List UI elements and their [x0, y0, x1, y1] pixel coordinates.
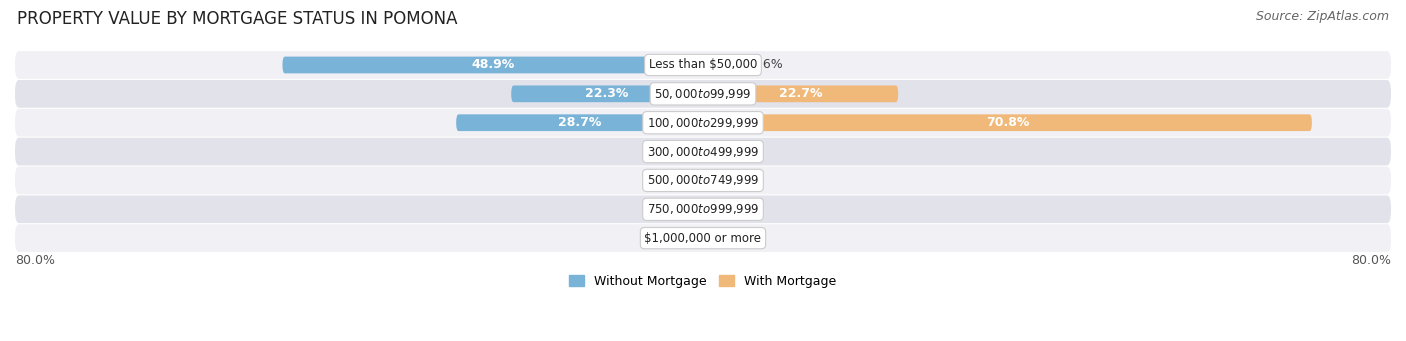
FancyBboxPatch shape	[703, 57, 742, 73]
Text: $300,000 to $499,999: $300,000 to $499,999	[647, 145, 759, 159]
FancyBboxPatch shape	[15, 51, 1391, 79]
Text: 4.6%: 4.6%	[751, 58, 783, 72]
FancyBboxPatch shape	[703, 230, 711, 247]
Text: $750,000 to $999,999: $750,000 to $999,999	[647, 202, 759, 216]
FancyBboxPatch shape	[703, 86, 898, 102]
FancyBboxPatch shape	[15, 224, 1391, 252]
FancyBboxPatch shape	[15, 80, 1391, 108]
Text: 0.93%: 0.93%	[720, 145, 759, 158]
Text: 22.7%: 22.7%	[779, 87, 823, 100]
FancyBboxPatch shape	[703, 114, 1312, 131]
Text: 0.0%: 0.0%	[662, 203, 695, 216]
FancyBboxPatch shape	[15, 109, 1391, 136]
Legend: Without Mortgage, With Mortgage: Without Mortgage, With Mortgage	[564, 270, 842, 293]
Text: Less than $50,000: Less than $50,000	[648, 58, 758, 72]
Text: 70.8%: 70.8%	[986, 116, 1029, 129]
Text: 0.0%: 0.0%	[662, 145, 695, 158]
FancyBboxPatch shape	[703, 143, 711, 160]
Text: 0.0%: 0.0%	[662, 174, 695, 187]
FancyBboxPatch shape	[15, 166, 1391, 194]
FancyBboxPatch shape	[15, 195, 1391, 223]
Text: $1,000,000 or more: $1,000,000 or more	[644, 232, 762, 244]
Text: 0.0%: 0.0%	[711, 174, 744, 187]
Text: $50,000 to $99,999: $50,000 to $99,999	[654, 87, 752, 101]
FancyBboxPatch shape	[283, 57, 703, 73]
Text: 0.0%: 0.0%	[662, 232, 695, 244]
FancyBboxPatch shape	[15, 138, 1391, 165]
Text: $500,000 to $749,999: $500,000 to $749,999	[647, 174, 759, 188]
FancyBboxPatch shape	[456, 114, 703, 131]
Text: PROPERTY VALUE BY MORTGAGE STATUS IN POMONA: PROPERTY VALUE BY MORTGAGE STATUS IN POM…	[17, 10, 457, 28]
Text: 22.3%: 22.3%	[585, 87, 628, 100]
Text: 0.93%: 0.93%	[720, 232, 759, 244]
Text: 80.0%: 80.0%	[1351, 254, 1391, 267]
Text: 28.7%: 28.7%	[558, 116, 602, 129]
Text: $100,000 to $299,999: $100,000 to $299,999	[647, 116, 759, 130]
Text: 48.9%: 48.9%	[471, 58, 515, 72]
Text: 80.0%: 80.0%	[15, 254, 55, 267]
Text: Source: ZipAtlas.com: Source: ZipAtlas.com	[1256, 10, 1389, 23]
FancyBboxPatch shape	[512, 86, 703, 102]
Text: 0.0%: 0.0%	[711, 203, 744, 216]
